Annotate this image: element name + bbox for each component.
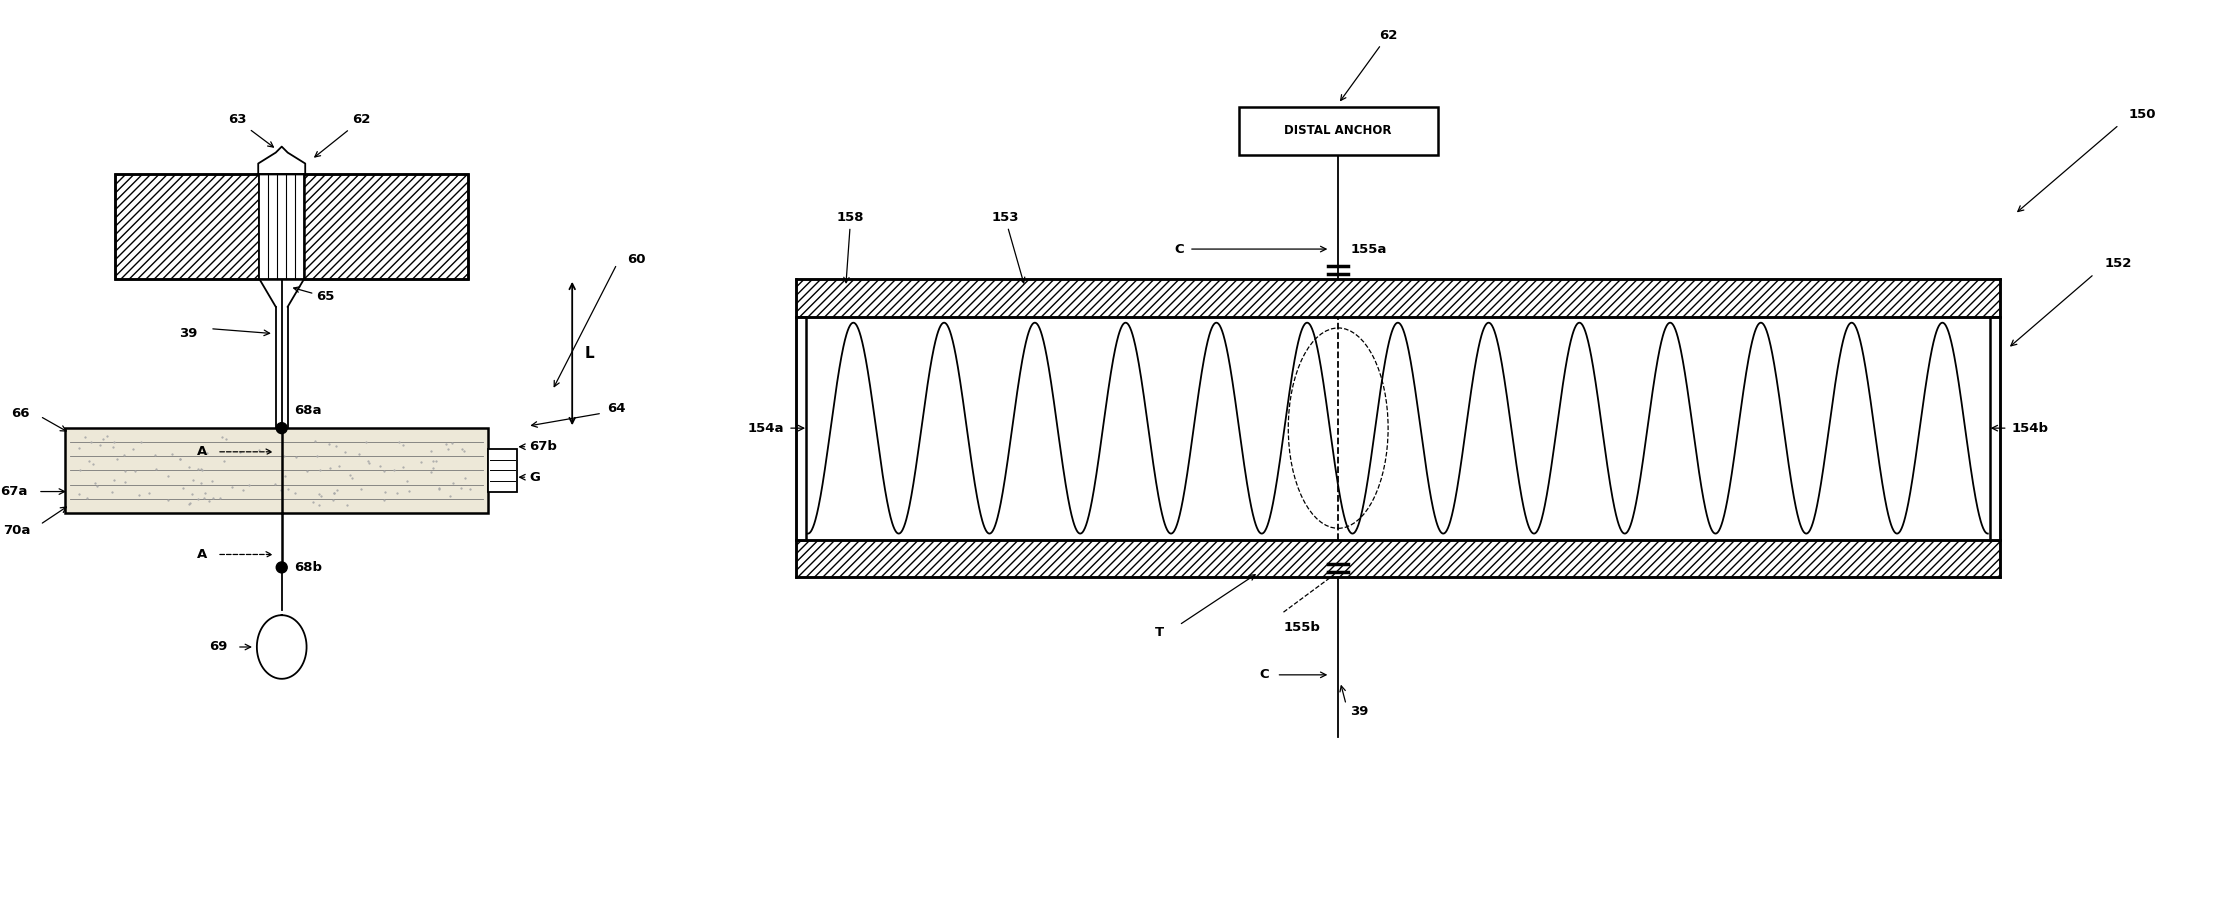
Bar [115,174,467,279]
Text: 154a: 154a [749,421,784,435]
Text: L: L [585,346,594,361]
Text: G: G [529,470,540,484]
Polygon shape [257,615,306,679]
Text: 155b: 155b [1282,620,1320,634]
Text: 68b: 68b [295,561,321,574]
Text: 66: 66 [11,407,31,419]
Circle shape [277,422,288,434]
Bar [115,174,259,279]
Bar [487,449,518,491]
Text: 67b: 67b [529,440,558,453]
Bar [259,174,303,279]
Text: T: T [1154,626,1163,638]
Bar [795,317,806,539]
Bar [303,174,467,279]
Text: 150: 150 [2129,108,2157,122]
Text: 63: 63 [228,114,272,147]
Text: 68a: 68a [295,404,321,417]
Text: DISTAL ANCHOR: DISTAL ANCHOR [1285,124,1391,137]
Text: 154b: 154b [2011,421,2049,435]
Text: 39: 39 [1351,706,1369,718]
Text: 70a: 70a [2,524,31,538]
Text: A: A [197,445,208,459]
Text: 155a: 155a [1351,242,1387,255]
Text: A: A [197,548,208,561]
Text: 69: 69 [208,640,226,654]
Bar [1238,107,1438,154]
Text: C: C [1174,242,1185,255]
Text: 67a: 67a [0,485,27,498]
Text: 62: 62 [315,114,370,157]
Text: 152: 152 [2104,258,2131,271]
Bar [795,539,2000,577]
Text: 60: 60 [627,252,645,265]
Text: 158: 158 [837,211,864,282]
Text: 39: 39 [179,327,197,340]
Bar [1989,317,2000,539]
Text: 64: 64 [607,401,625,415]
Text: 62: 62 [1340,29,1398,101]
Circle shape [277,562,288,573]
Text: C: C [1258,668,1269,681]
Bar [64,429,487,513]
Text: 153: 153 [990,211,1026,283]
Bar [795,279,2000,317]
Text: 65: 65 [317,291,334,303]
